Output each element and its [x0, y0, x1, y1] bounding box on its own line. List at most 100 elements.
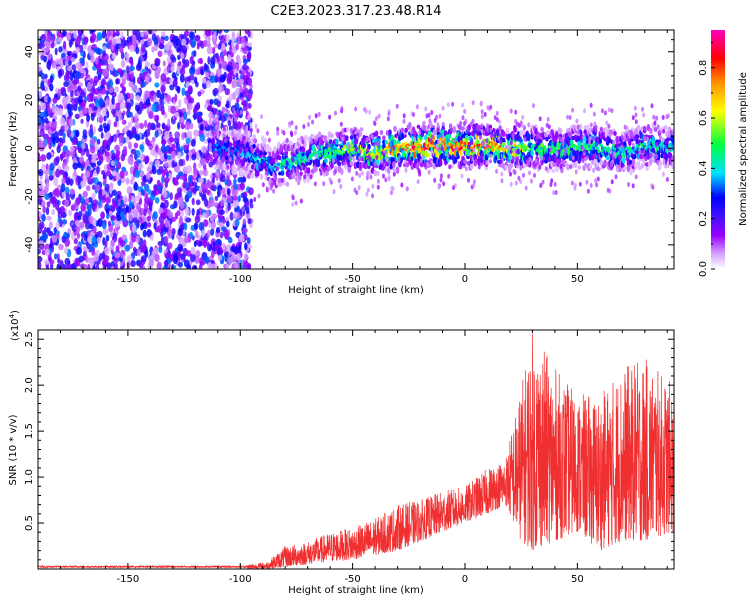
noise-cell	[154, 253, 160, 262]
noise-cell	[163, 199, 169, 209]
noise-cell	[134, 195, 140, 202]
noise-cell	[153, 36, 159, 45]
noise-cell	[43, 226, 47, 233]
noise-cell	[41, 213, 46, 222]
ridge-cell	[635, 134, 640, 139]
noise-cell	[192, 167, 198, 176]
noise-cell	[129, 179, 134, 185]
noise-cell	[247, 42, 253, 48]
noise-cell	[111, 53, 117, 60]
noise-cell	[111, 96, 115, 105]
noise-cell	[134, 115, 138, 123]
noise-cell	[47, 53, 52, 60]
noise-cell	[58, 243, 64, 251]
noise-cell	[92, 199, 99, 206]
noise-cell	[160, 231, 164, 238]
noise-cell	[226, 100, 230, 108]
ridge-core-cell	[597, 149, 601, 153]
noise-cell	[232, 121, 238, 130]
noise-cell	[158, 104, 163, 112]
noise-cell	[174, 111, 180, 119]
noise-cell	[59, 117, 66, 126]
noise-cell	[211, 47, 216, 55]
noise-cell	[212, 36, 217, 43]
noise-cell	[154, 197, 160, 204]
noise-cell	[100, 132, 104, 139]
noise-cell	[227, 236, 233, 244]
noise-cell	[109, 231, 114, 238]
noise-cell	[210, 185, 216, 191]
noise-cell	[82, 129, 88, 137]
noise-cell	[164, 162, 169, 168]
halo-cell	[441, 105, 445, 111]
noise-cell	[191, 148, 196, 154]
noise-cell	[106, 144, 111, 151]
noise-cell	[151, 46, 155, 53]
noise-cell	[70, 56, 76, 63]
noise-cell	[140, 32, 145, 38]
noise-cell	[224, 230, 230, 240]
ridge-cell	[642, 125, 647, 132]
noise-cell	[47, 105, 51, 114]
noise-cell	[66, 66, 73, 72]
noise-cell	[152, 211, 158, 220]
halo-cell	[353, 139, 357, 145]
noise-cell	[96, 236, 101, 244]
noise-cell	[38, 90, 43, 99]
noise-cell	[161, 169, 166, 179]
halo-cell	[580, 145, 584, 150]
halo-cell	[514, 109, 518, 115]
halo-cell	[500, 171, 504, 177]
noise-cell	[63, 165, 70, 172]
ridge-cell	[317, 131, 322, 137]
noise-cell	[215, 227, 221, 234]
noise-cell	[105, 170, 112, 177]
halo-cell	[631, 183, 635, 189]
noise-cell	[51, 60, 57, 69]
noise-cell	[193, 240, 197, 248]
noise-cell	[63, 74, 70, 82]
noise-cell	[191, 181, 198, 187]
noise-cell	[79, 156, 85, 164]
noise-cell	[191, 138, 196, 147]
noise-cell	[133, 181, 138, 190]
halo-cell	[314, 153, 318, 159]
noise-cell	[115, 30, 120, 35]
noise-cell	[201, 229, 205, 238]
noise-cell	[104, 246, 110, 255]
noise-cell	[244, 234, 248, 241]
noise-cell	[61, 151, 67, 159]
noise-cell	[120, 251, 124, 259]
noise-cell	[95, 47, 101, 55]
noise-cell	[76, 247, 82, 255]
ridge-cell	[626, 154, 631, 159]
noise-cell	[113, 121, 118, 128]
noise-cell	[167, 50, 172, 57]
noise-cell	[239, 85, 243, 93]
noise-cell	[217, 30, 223, 34]
noise-cell	[135, 95, 141, 101]
halo-cell	[375, 116, 378, 122]
noise-cell	[147, 222, 152, 228]
noise-cell	[109, 63, 115, 71]
noise-cell	[135, 46, 140, 55]
noise-cell	[192, 265, 197, 269]
noise-cell	[102, 50, 106, 57]
noise-cell	[140, 81, 147, 88]
noise-cell	[199, 133, 206, 142]
noise-cell	[176, 210, 181, 217]
noise-cell	[86, 114, 90, 122]
noise-cell	[179, 201, 185, 209]
noise-cell	[133, 246, 137, 253]
noise-cell	[109, 103, 113, 112]
noise-cell	[77, 176, 81, 186]
noise-cell	[41, 163, 46, 171]
noise-cell	[174, 194, 178, 200]
noise-cell	[120, 199, 124, 206]
noise-cell	[88, 106, 93, 115]
halo-cell	[355, 170, 359, 176]
noise-cell	[182, 181, 187, 189]
ridge-cell	[330, 163, 334, 169]
noise-cell	[154, 130, 159, 138]
noise-cell	[196, 42, 200, 50]
